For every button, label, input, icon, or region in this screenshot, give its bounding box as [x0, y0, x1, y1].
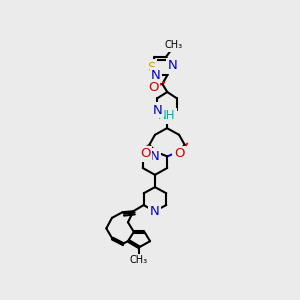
Text: O: O: [140, 147, 151, 160]
Text: CH₃: CH₃: [130, 255, 148, 265]
Text: N: N: [150, 150, 160, 163]
Text: N: N: [168, 59, 177, 73]
Text: NH: NH: [158, 109, 176, 122]
Text: N: N: [153, 104, 162, 117]
Text: O: O: [148, 81, 159, 94]
Text: S: S: [147, 61, 155, 74]
Text: N: N: [150, 205, 159, 218]
Text: N: N: [151, 69, 161, 82]
Text: O: O: [174, 147, 184, 160]
Text: CH₃: CH₃: [164, 40, 182, 50]
